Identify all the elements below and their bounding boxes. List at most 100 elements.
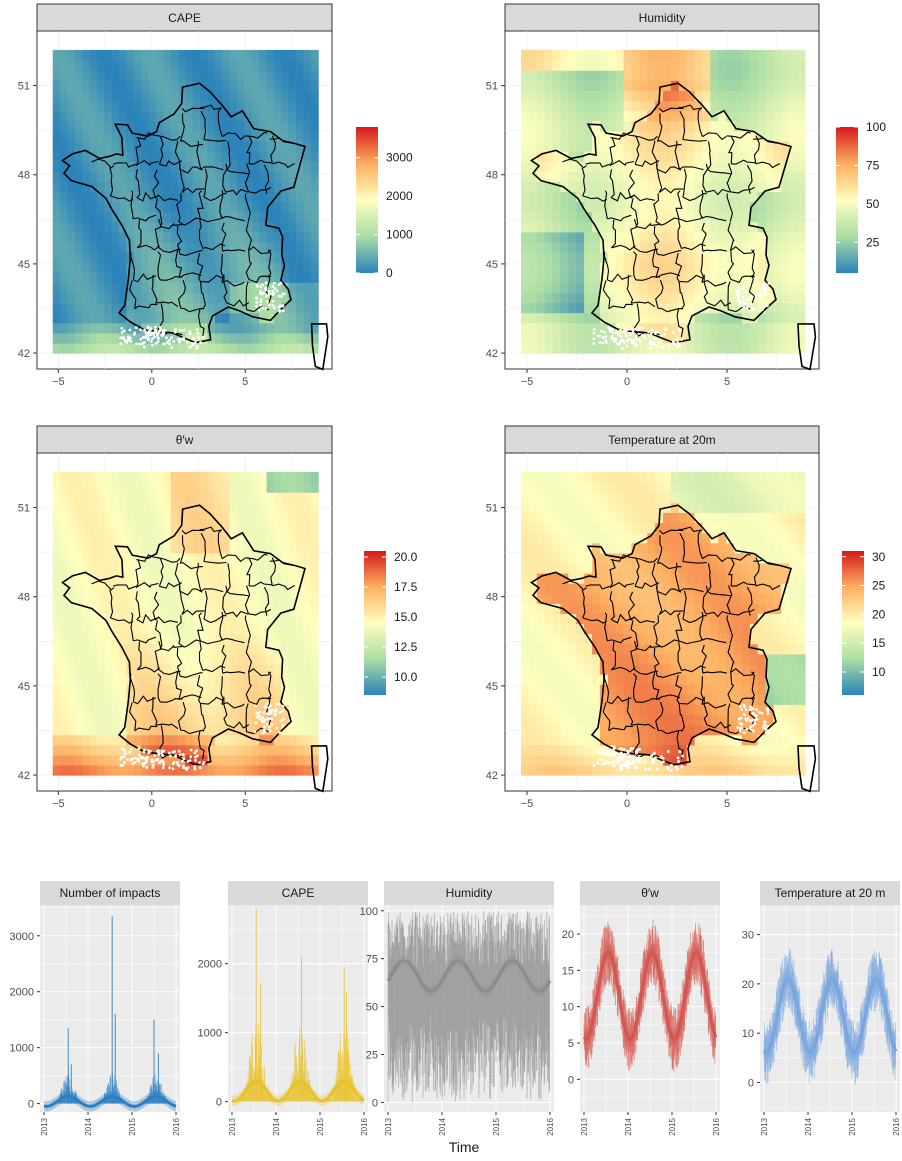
map-cell (251, 512, 260, 524)
map-impact-point (604, 335, 608, 338)
map-cell (741, 90, 751, 102)
map-cell (89, 744, 98, 756)
map-department-border (130, 190, 134, 219)
map-cell (155, 262, 164, 273)
map-cell (214, 130, 223, 142)
map-cell (207, 262, 216, 273)
map-cell (647, 512, 656, 524)
map-cell (163, 49, 172, 61)
map-cell (599, 623, 609, 635)
map-cell (251, 161, 260, 172)
map-cell (718, 754, 727, 766)
map-cell (133, 262, 142, 273)
map-impact-point (196, 331, 200, 335)
map-cell (678, 532, 688, 544)
map-impact-point (177, 749, 181, 753)
map-cell (222, 603, 231, 614)
map-department-border (157, 557, 181, 563)
map-cell (521, 70, 530, 81)
map-cell (237, 272, 246, 283)
map-impact-point (676, 341, 680, 344)
map-cell (528, 221, 538, 233)
map-cell (678, 49, 688, 61)
map-cell (104, 684, 113, 695)
map-impact-point (277, 283, 281, 287)
map-cell (163, 292, 172, 304)
map-cell (229, 130, 238, 142)
map-impact-point (253, 730, 257, 734)
map-department-border (135, 559, 142, 588)
map-department-border (179, 588, 203, 596)
map-cell (670, 744, 680, 756)
map-cell (592, 292, 601, 304)
map-cell (773, 201, 782, 213)
map-department-border (610, 132, 635, 140)
map-cell (185, 603, 194, 614)
map-impact-point (189, 345, 193, 349)
map-cell (536, 120, 546, 132)
map-impact-point (193, 765, 197, 768)
map-cell (536, 512, 546, 524)
map-cell (170, 674, 179, 685)
map-cell (592, 130, 601, 142)
map-cell (266, 312, 275, 324)
map-cell (244, 181, 253, 192)
map-cell (170, 332, 179, 344)
map-cell (552, 633, 562, 645)
map-impact-point (737, 285, 741, 288)
map-cell (536, 492, 546, 503)
map-cell (200, 60, 209, 71)
map-cell (185, 140, 194, 152)
map-cell (599, 482, 609, 493)
map-cell (237, 110, 246, 122)
map-department-border (678, 274, 704, 283)
map-department-border (155, 616, 178, 624)
map-cell (303, 342, 312, 354)
map-cell (726, 724, 735, 736)
map-department-border (199, 281, 206, 310)
map-cell (560, 80, 569, 91)
map-cell (185, 191, 194, 203)
map-corsica-outline (797, 323, 817, 371)
map-cell (148, 201, 157, 213)
map-cell (104, 211, 113, 223)
map-cell (148, 262, 157, 273)
map-cell (148, 100, 157, 112)
map-cell (592, 633, 601, 645)
map-cell (599, 191, 609, 203)
map-cell (631, 181, 640, 192)
map-cell (623, 623, 633, 635)
map-cell (67, 674, 76, 685)
map-cell (133, 302, 142, 314)
map-cell (259, 502, 268, 513)
map-cell (229, 663, 238, 675)
map-legend-label: 2000 (386, 189, 413, 203)
map-impact-point (632, 341, 636, 345)
map-cell (229, 181, 238, 192)
map-cell (296, 70, 304, 81)
map-cell (52, 684, 61, 695)
map-cell (273, 704, 282, 716)
map-cell (237, 704, 246, 716)
map-cell (170, 623, 179, 635)
map-impact-point (121, 763, 124, 767)
map-cell (773, 150, 782, 162)
map-y-tick-label: 42 (486, 348, 498, 360)
map-cell (288, 542, 297, 554)
map-cell (734, 724, 743, 736)
map-cell (229, 583, 238, 594)
map-cell (214, 704, 223, 716)
map-cell (310, 674, 319, 685)
map-cell (773, 292, 782, 304)
map-impact-point (165, 336, 168, 340)
map-cell (670, 90, 680, 102)
map-impact-point (149, 331, 153, 335)
map-cell (237, 191, 246, 203)
map-cell (797, 120, 806, 132)
map-cell (237, 130, 246, 142)
map-cell (251, 252, 260, 263)
map-cell (192, 704, 201, 716)
map-cell (281, 140, 290, 152)
map-department-border (134, 725, 158, 732)
